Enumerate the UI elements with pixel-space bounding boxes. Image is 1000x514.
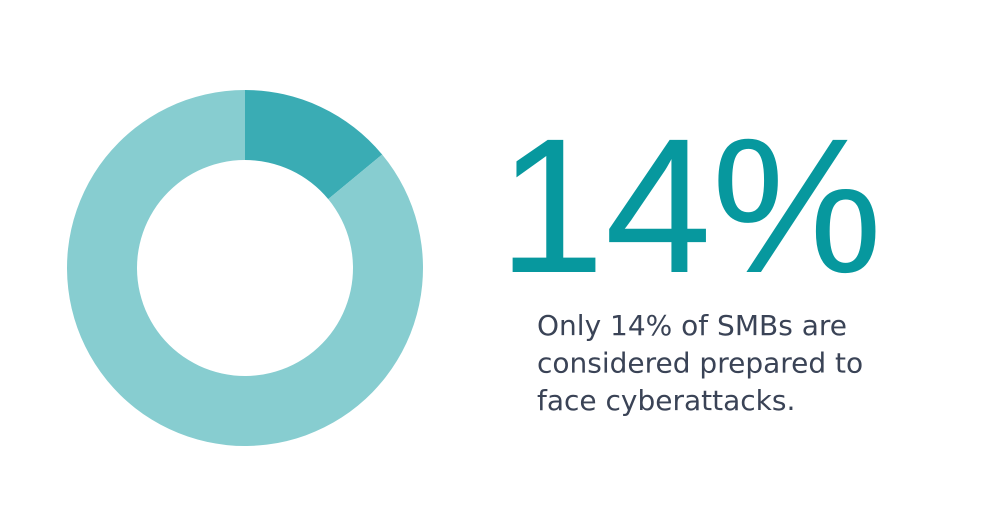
caption-line: Only 14% of SMBs are	[537, 309, 847, 342]
donut-segment	[245, 90, 383, 200]
donut-segment	[67, 90, 423, 446]
caption-line: considered prepared to	[537, 347, 863, 380]
highlight-value: 14%	[498, 98, 882, 313]
caption-line: face cyberattacks.	[537, 384, 795, 417]
